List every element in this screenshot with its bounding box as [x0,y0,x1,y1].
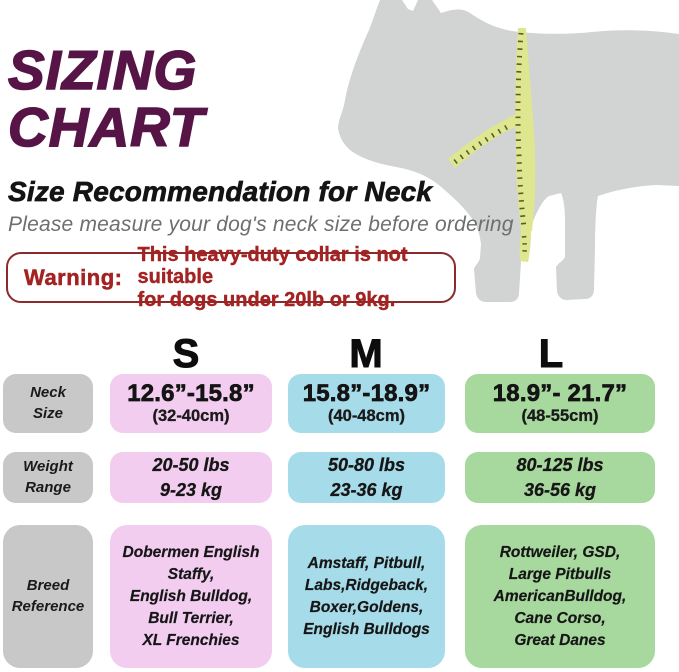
neck-size-l-cm: (48-55cm) [521,406,599,425]
measure-note: Please measure your dog's neck size befo… [8,213,514,236]
breed-reference-cell-l: Rottweiler, GSD, Large Pitbulls American… [465,525,655,668]
breed-list-l: Rottweiler, GSD, Large Pitbulls American… [493,543,627,649]
page-title-line1: SIZING [7,39,198,101]
weight-range-cell-s: 20-50 lbs 9-23 kg [110,452,272,503]
page-title-line2: CHART [7,96,205,158]
breed-list-s: Dobermen English Staffy, English Bulldog… [122,543,260,649]
neck-size-m-cm: (40-48cm) [327,406,406,425]
warning-box: Warning: This heavy-duty collar is not s… [6,244,456,311]
neck-size-m-inches: 15.8”-18.9” [302,380,431,408]
subtitle: Size Recommendation for Neck [8,176,433,208]
row-label-weight-range: Weight Range [3,452,93,503]
neck-size-cell-s: 12.6”-15.8” (32-40cm) [110,374,272,433]
measuring-tape-diagonal [448,114,520,168]
weight-range-cell-m: 50-80 lbs 23-36 kg [288,452,445,503]
neck-size-s-cm: (32-40cm) [152,406,230,425]
row-label-neck-size: Neck Size [3,374,93,433]
warning-label: Warning: [24,264,123,290]
breed-reference-cell-m: Amstaff, Pitbull, Labs,Ridgeback, Boxer,… [288,525,445,668]
breed-list-m: Amstaff, Pitbull, Labs,Ridgeback, Boxer,… [303,554,430,638]
warning-text: This heavy-duty collar is not suitable f… [137,243,408,311]
measuring-tape-end [519,231,531,262]
neck-size-cell-m: 15.8”-18.9” (40-48cm) [288,374,445,433]
column-header-m: M [349,332,383,377]
row-label-breed-reference: Breed Reference [3,525,93,668]
weight-range-m: 50-80 lbs 23-36 kg [327,455,406,500]
row-label-text: Weight Range [23,458,73,496]
measuring-tape-ticks-diagonal [453,124,509,164]
column-header-s: S [172,332,200,377]
column-header-l: L [538,332,564,377]
neck-size-s-inches: 12.6”-15.8” [127,380,255,408]
measuring-tape-ticks-end [521,235,527,258]
measuring-tape-main [515,28,536,231]
row-label-text: Neck Size [30,384,66,422]
breed-reference-cell-s: Dobermen English Staffy, English Bulldog… [110,525,272,668]
weight-range-s: 20-50 lbs 9-23 kg [152,455,230,500]
weight-range-l: 80-125 lbs 36-56 kg [516,455,604,500]
measuring-tape-ticks-main [515,32,527,229]
page-title: SIZING CHART [7,39,205,158]
neck-size-l-inches: 18.9”- 21.7” [492,380,628,408]
row-label-text: Breed Reference [11,577,85,615]
weight-range-cell-l: 80-125 lbs 36-56 kg [465,452,655,503]
neck-size-cell-l: 18.9”- 21.7” (48-55cm) [465,374,655,433]
